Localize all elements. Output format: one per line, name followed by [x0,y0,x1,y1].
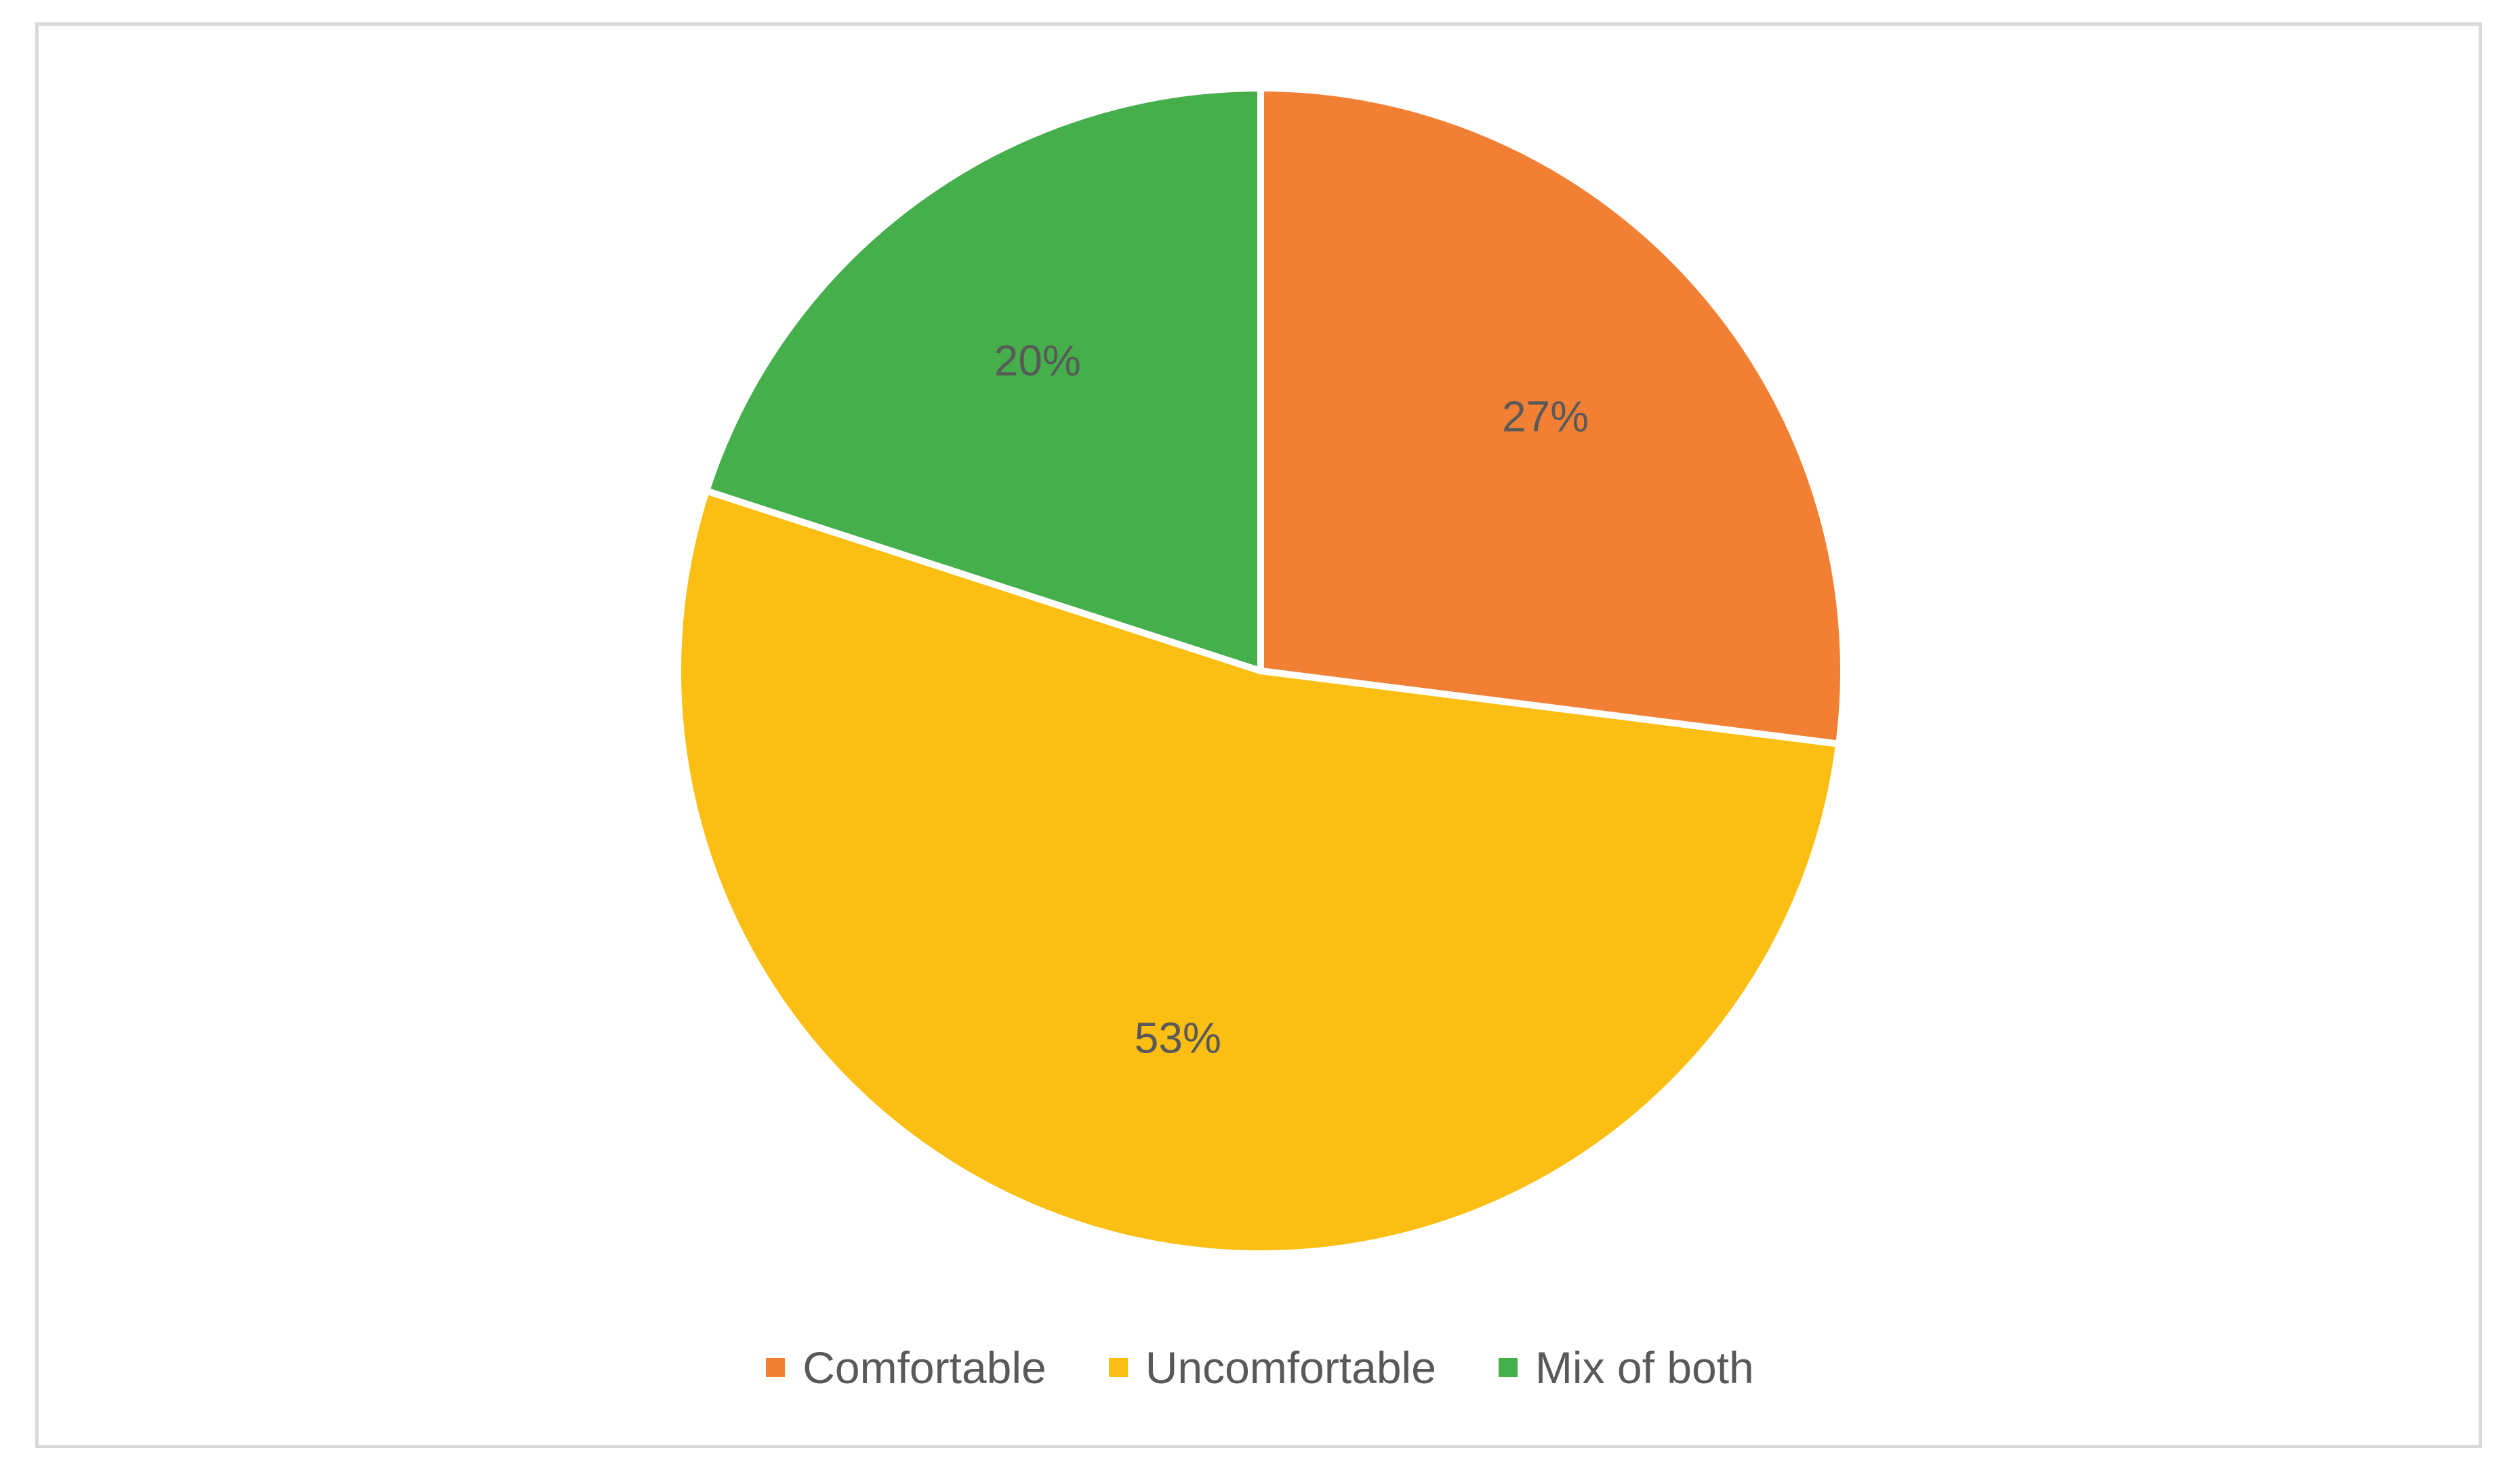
legend-swatch-mix-of-both [1498,1358,1518,1377]
legend-item-uncomfortable: Uncomfortable [1108,1342,1436,1393]
legend-swatch-uncomfortable [1108,1358,1128,1377]
data-label-mix-of-both: 20% [994,336,1081,385]
legend-swatch-comfortable [766,1358,786,1377]
pie-slice-uncomfortable [674,487,1843,1257]
pie-slice-mix-of-both [703,85,1264,674]
legend-label-uncomfortable: Uncomfortable [1145,1342,1436,1393]
pie-slice-comfortable [1257,85,1847,747]
pie-data-labels: 27% 53% 20% [994,336,1589,1063]
data-label-uncomfortable: 53% [1135,1013,1221,1062]
legend-item-comfortable: Comfortable [766,1345,1046,1390]
data-label-comfortable: 27% [1502,392,1589,441]
pie-slices [674,85,1847,1257]
chart-legend: Comfortable Uncomfortable Mix of both [0,1345,2520,1390]
legend-label-mix-of-both: Mix of both [1535,1342,1754,1393]
legend-item-mix-of-both: Mix of both [1498,1342,1754,1393]
legend-label-comfortable: Comfortable [802,1342,1046,1393]
